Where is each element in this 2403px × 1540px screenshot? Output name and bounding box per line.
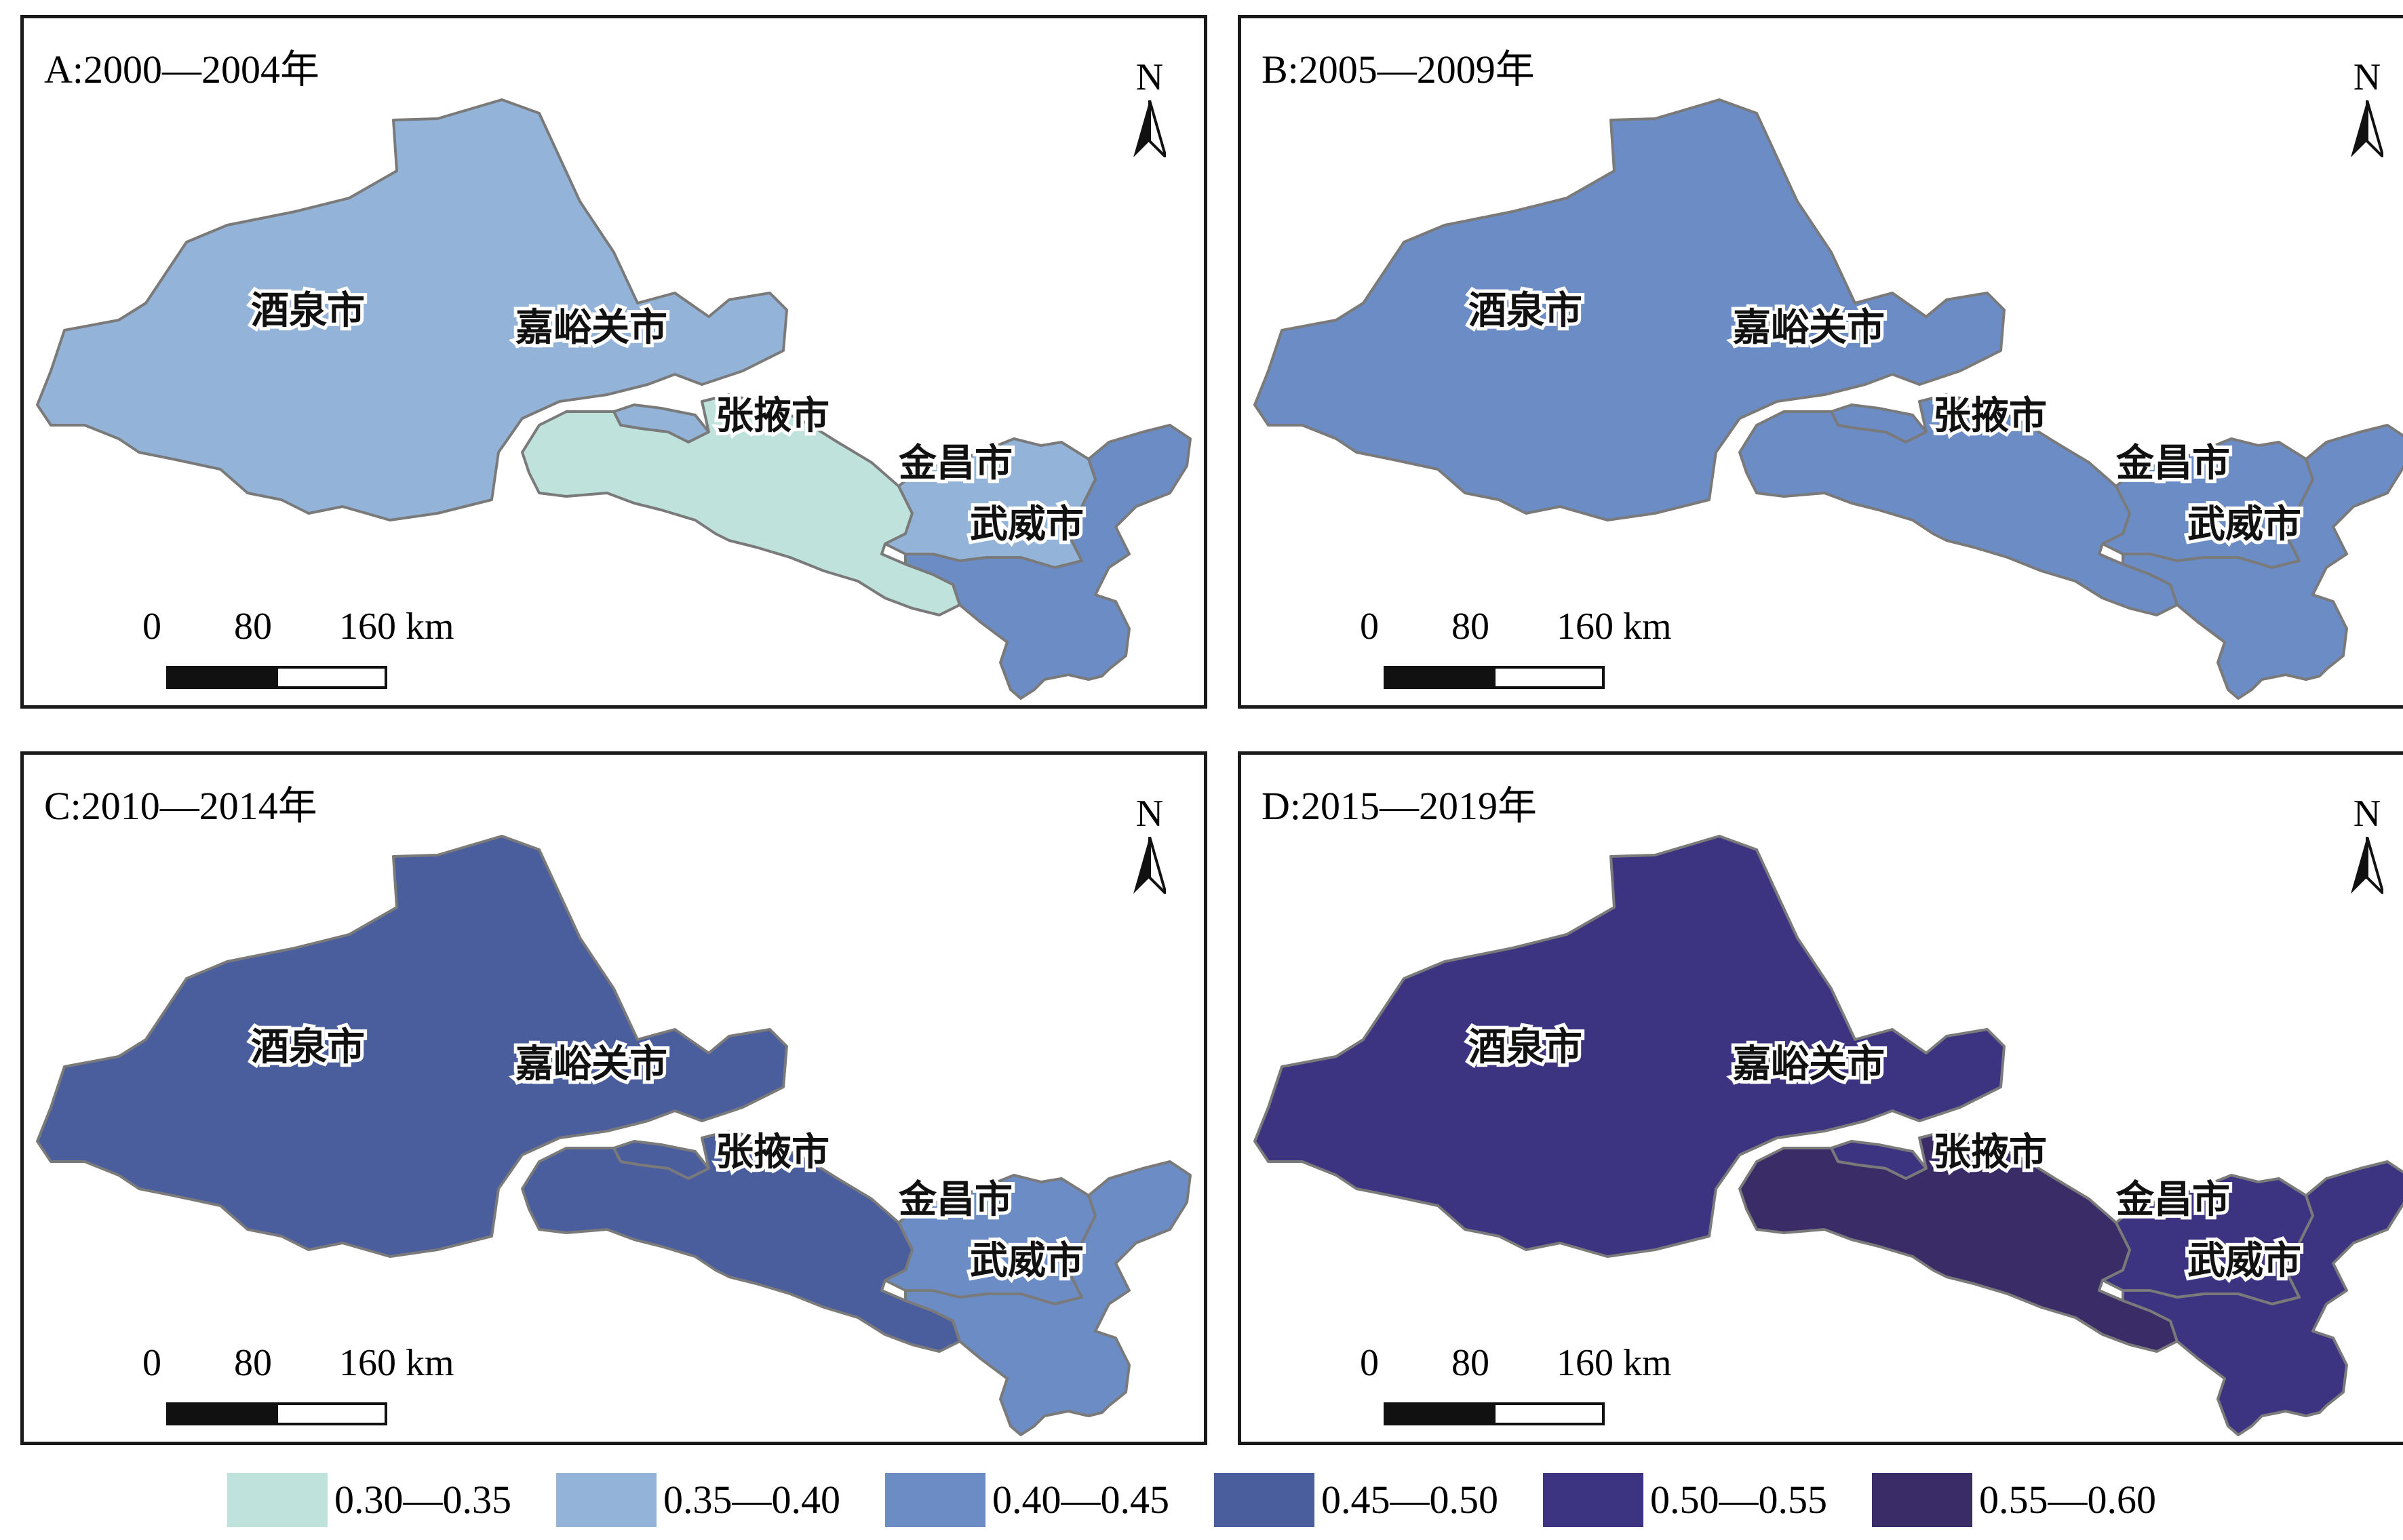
panel-title: D:2015—2019年 <box>1262 784 1538 828</box>
region-wuwei <box>904 1160 1192 1436</box>
north-arrow: N <box>1122 56 1177 157</box>
label-wuwei: 武威市 <box>970 1239 1084 1283</box>
label-jiayuguan: 嘉峪关市 <box>1733 306 1885 350</box>
north-arrow-icon <box>1133 837 1166 894</box>
north-label: N <box>1135 793 1164 835</box>
label-zhangye: 张掖市 <box>716 1130 829 1174</box>
scale-tick-160: 160 km <box>1557 606 1672 648</box>
north-arrow: N <box>1122 792 1177 894</box>
scale-bar-black <box>1384 1402 1496 1425</box>
label-wuwei: 武威市 <box>2187 502 2301 547</box>
legend-swatch <box>227 1473 328 1527</box>
panel-title: C:2010—2014年 <box>44 784 317 828</box>
legend-label: 0.50—0.55 <box>1650 1478 1827 1522</box>
region-jiuquan <box>1253 98 2006 521</box>
region-jiuquan <box>36 98 788 521</box>
scale-tick-0: 0 <box>142 1342 161 1384</box>
label-zhangye: 张掖市 <box>1933 1130 2047 1174</box>
region-wuwei <box>2122 424 2403 700</box>
legend-label: 0.35—0.40 <box>663 1478 840 1522</box>
label-jiayuguan: 嘉峪关市 <box>515 306 667 350</box>
region-zhangye <box>1738 1130 2179 1353</box>
map-svg: 酒泉市 嘉峪关市 张掖市 金昌市 武威市 <box>1253 835 2403 1436</box>
legend-swatch <box>1214 1473 1314 1527</box>
scale-bar: 0 80 160 km <box>142 1341 454 1425</box>
scale-bar-white <box>1493 1402 1605 1425</box>
scale-tick-0: 0 <box>1360 1342 1379 1384</box>
scale-tick-80: 80 <box>1451 1342 1489 1384</box>
region-zhangye <box>1738 393 2179 616</box>
legend-label: 0.45—0.50 <box>1321 1478 1498 1522</box>
legend-swatch <box>1872 1473 1972 1527</box>
scale-bar-white <box>1493 666 1605 689</box>
label-jinchang: 金昌市 <box>2115 441 2230 486</box>
north-arrow-icon <box>2351 837 2383 894</box>
north-arrow-icon <box>2351 100 2383 157</box>
map-panel-d: 酒泉市 嘉峪关市 张掖市 金昌市 武威市 D:2015—2019年 N 0 80… <box>1238 751 2403 1445</box>
panel-title: B:2005—2009年 <box>1262 47 1535 92</box>
map-svg: 酒泉市 嘉峪关市 张掖市 金昌市 武威市 <box>1253 98 2403 700</box>
label-zhangye: 张掖市 <box>1933 394 2047 438</box>
label-wuwei: 武威市 <box>970 502 1084 547</box>
legend-label: 0.40—0.45 <box>992 1478 1169 1522</box>
scale-tick-80: 80 <box>234 1342 272 1384</box>
label-jinchang: 金昌市 <box>2115 1178 2230 1222</box>
north-arrow-icon <box>1133 100 1166 157</box>
map-svg: 酒泉市 嘉峪关市 张掖市 金昌市 武威市 <box>36 98 1192 700</box>
label-jiuquan: 酒泉市 <box>1468 1025 1582 1069</box>
map-svg: 酒泉市 嘉峪关市 张掖市 金昌市 武威市 <box>36 835 1192 1436</box>
map-panel-b: 酒泉市 嘉峪关市 张掖市 金昌市 武威市 B:2005—2009年 N 0 80… <box>1238 15 2403 709</box>
label-jiayuguan: 嘉峪关市 <box>1733 1042 1885 1086</box>
map-panel-c: 酒泉市 嘉峪关市 张掖市 金昌市 武威市 C:2010—2014年 N 0 80… <box>20 751 1207 1445</box>
scale-tick-80: 80 <box>234 606 272 648</box>
label-jiayuguan: 嘉峪关市 <box>515 1042 667 1086</box>
region-jiuquan <box>1253 835 2006 1258</box>
scale-bar-black <box>166 1402 278 1425</box>
scale-tick-160: 160 km <box>339 606 454 648</box>
north-label: N <box>1135 56 1164 98</box>
label-jinchang: 金昌市 <box>898 441 1013 486</box>
legend-swatch <box>885 1473 985 1527</box>
legend-swatch <box>556 1473 657 1527</box>
scale-tick-160: 160 km <box>339 1342 454 1384</box>
region-zhangye <box>521 393 961 616</box>
scale-bar-black <box>166 666 278 689</box>
label-jiuquan: 酒泉市 <box>251 289 365 333</box>
legend-label: 0.30—0.35 <box>334 1478 511 1522</box>
region-jiuquan <box>36 835 788 1258</box>
label-wuwei: 武威市 <box>2187 1239 2301 1283</box>
region-zhangye <box>521 1130 961 1353</box>
scale-bar-black <box>1384 666 1496 689</box>
north-label: N <box>2353 56 2381 98</box>
label-jiuquan: 酒泉市 <box>251 1025 365 1069</box>
label-jiuquan: 酒泉市 <box>1468 289 1582 333</box>
scale-tick-0: 0 <box>142 606 161 648</box>
north-arrow: N <box>2340 792 2394 894</box>
label-zhangye: 张掖市 <box>716 394 829 438</box>
panel-title: A:2000—2004年 <box>44 47 320 92</box>
map-panel-a: 酒泉市 嘉峪关市 张掖市 金昌市 武威市 A:2000—2004年 N 0 80… <box>20 15 1207 709</box>
scale-tick-160: 160 km <box>1557 1342 1672 1384</box>
scale-tick-80: 80 <box>1451 606 1489 648</box>
legend-label: 0.55—0.60 <box>1979 1478 2156 1522</box>
scale-bar: 0 80 160 km <box>1360 605 1672 689</box>
scale-bar-white <box>275 666 387 689</box>
scale-bar-white <box>275 1402 387 1425</box>
legend-swatch <box>1543 1473 1643 1527</box>
label-jinchang: 金昌市 <box>898 1178 1013 1222</box>
scale-bar: 0 80 160 km <box>1360 1341 1672 1425</box>
region-wuwei <box>2122 1160 2403 1436</box>
map-legend: 0.30—0.35 0.35—0.40 0.40—0.45 0.45—0.50 0.50… <box>227 1473 2194 1527</box>
scale-tick-0: 0 <box>1360 606 1379 648</box>
north-label: N <box>2353 793 2381 835</box>
north-arrow: N <box>2340 56 2394 157</box>
region-wuwei <box>904 424 1192 700</box>
scale-bar: 0 80 160 km <box>142 605 454 689</box>
